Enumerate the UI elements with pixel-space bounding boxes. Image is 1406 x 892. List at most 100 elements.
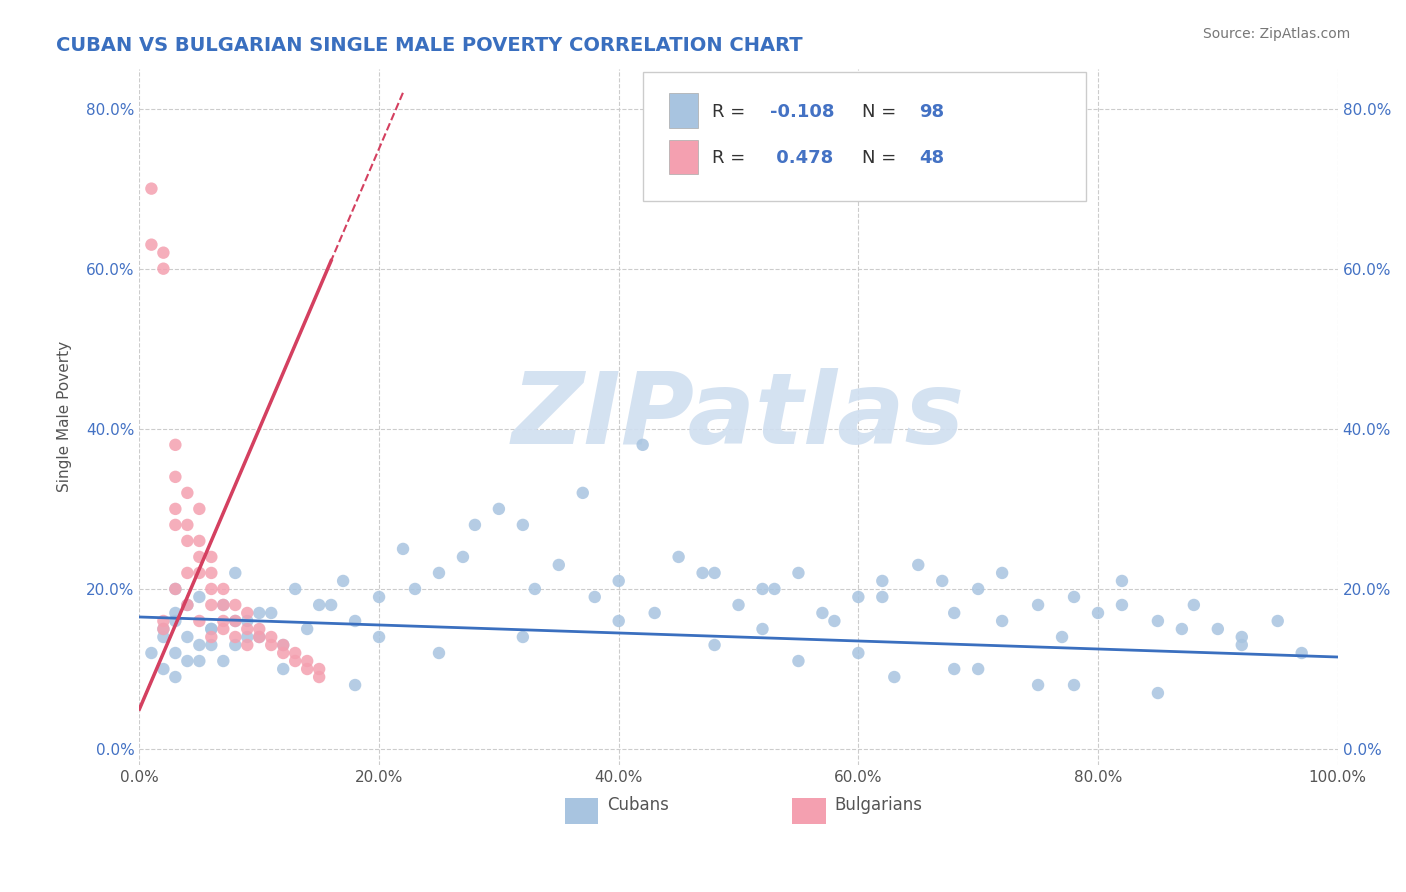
Point bbox=[308, 670, 330, 684]
Point bbox=[176, 533, 198, 548]
Point bbox=[1182, 598, 1205, 612]
Point bbox=[200, 622, 222, 636]
Point bbox=[188, 566, 211, 580]
Point bbox=[368, 630, 391, 644]
Point bbox=[427, 566, 450, 580]
Point bbox=[332, 574, 354, 588]
Point bbox=[224, 614, 246, 628]
Point bbox=[165, 646, 187, 660]
Point bbox=[141, 237, 163, 252]
Point bbox=[165, 582, 187, 596]
Point bbox=[212, 614, 235, 628]
Point bbox=[165, 606, 187, 620]
Point bbox=[1147, 614, 1170, 628]
Point bbox=[427, 646, 450, 660]
Point bbox=[236, 638, 259, 652]
Point bbox=[1230, 630, 1253, 644]
Point bbox=[176, 598, 198, 612]
Point bbox=[165, 470, 187, 484]
Point bbox=[1063, 678, 1085, 692]
Point bbox=[991, 566, 1014, 580]
Point bbox=[1230, 638, 1253, 652]
Point bbox=[212, 654, 235, 668]
Point bbox=[152, 662, 174, 676]
Point bbox=[512, 630, 534, 644]
Point bbox=[212, 622, 235, 636]
Point bbox=[176, 517, 198, 532]
Point bbox=[224, 566, 246, 580]
Point bbox=[846, 590, 869, 604]
Point bbox=[295, 654, 318, 668]
Point bbox=[165, 501, 187, 516]
Point bbox=[668, 549, 690, 564]
Point bbox=[751, 582, 773, 596]
Point bbox=[872, 590, 894, 604]
Point bbox=[260, 638, 283, 652]
Point bbox=[1087, 606, 1109, 620]
Point bbox=[224, 598, 246, 612]
Point bbox=[224, 614, 246, 628]
Point bbox=[284, 654, 307, 668]
Point bbox=[271, 662, 294, 676]
Point bbox=[152, 622, 174, 636]
Point bbox=[846, 646, 869, 660]
Point bbox=[631, 438, 654, 452]
Point bbox=[787, 654, 810, 668]
Point bbox=[200, 598, 222, 612]
Text: ZIPatlas: ZIPatlas bbox=[512, 368, 965, 466]
Text: 48: 48 bbox=[920, 149, 945, 167]
FancyBboxPatch shape bbox=[643, 72, 1085, 201]
Point bbox=[200, 630, 222, 644]
Point bbox=[1050, 630, 1073, 644]
Point bbox=[165, 614, 187, 628]
Point bbox=[823, 614, 845, 628]
Point bbox=[967, 662, 990, 676]
Point bbox=[271, 638, 294, 652]
Point bbox=[883, 670, 905, 684]
Point bbox=[451, 549, 474, 564]
Point bbox=[212, 598, 235, 612]
Point bbox=[200, 549, 222, 564]
Point bbox=[200, 566, 222, 580]
Point bbox=[392, 541, 415, 556]
Point bbox=[152, 630, 174, 644]
Point bbox=[692, 566, 714, 580]
Point bbox=[607, 574, 630, 588]
Point bbox=[295, 662, 318, 676]
Point bbox=[751, 622, 773, 636]
Point bbox=[607, 614, 630, 628]
Point bbox=[271, 646, 294, 660]
Point bbox=[523, 582, 546, 596]
Bar bbox=[669, 93, 697, 128]
Point bbox=[321, 598, 343, 612]
Text: Source: ZipAtlas.com: Source: ZipAtlas.com bbox=[1202, 27, 1350, 41]
Point bbox=[991, 614, 1014, 628]
Text: Cubans: Cubans bbox=[607, 797, 669, 814]
Point bbox=[1063, 590, 1085, 604]
Point bbox=[872, 574, 894, 588]
Point bbox=[1206, 622, 1229, 636]
Text: CUBAN VS BULGARIAN SINGLE MALE POVERTY CORRELATION CHART: CUBAN VS BULGARIAN SINGLE MALE POVERTY C… bbox=[56, 36, 803, 54]
Point bbox=[260, 630, 283, 644]
Point bbox=[571, 486, 593, 500]
Point bbox=[703, 566, 725, 580]
Text: 98: 98 bbox=[920, 103, 945, 120]
Text: Bulgarians: Bulgarians bbox=[834, 797, 922, 814]
Point bbox=[200, 622, 222, 636]
Point bbox=[811, 606, 834, 620]
Point bbox=[284, 582, 307, 596]
Point bbox=[236, 614, 259, 628]
Point bbox=[165, 582, 187, 596]
Point bbox=[188, 533, 211, 548]
Point bbox=[547, 558, 569, 572]
Point bbox=[224, 630, 246, 644]
Point bbox=[176, 654, 198, 668]
Point bbox=[165, 517, 187, 532]
Point bbox=[212, 582, 235, 596]
Point bbox=[583, 590, 606, 604]
Point bbox=[247, 622, 270, 636]
Point bbox=[1171, 622, 1194, 636]
Point bbox=[247, 606, 270, 620]
Point bbox=[1147, 686, 1170, 700]
Point bbox=[165, 438, 187, 452]
